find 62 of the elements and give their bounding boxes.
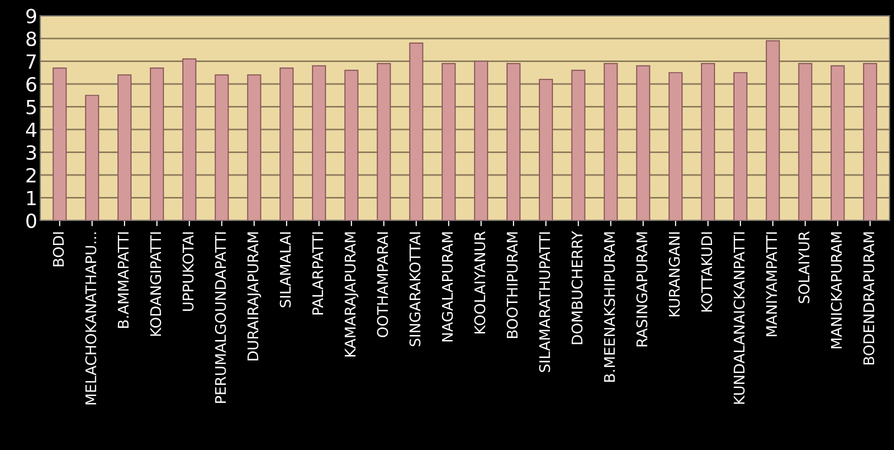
bar [247, 74, 262, 220]
x-tick-label: KODANGIPATTI [150, 232, 162, 336]
bar [344, 70, 358, 220]
x-tick-label: KAMARAJAPURAM [344, 232, 358, 356]
bar [830, 65, 845, 220]
x-tick-label: MANIYAMPATTI [766, 232, 777, 336]
bar [117, 74, 132, 220]
y-tick-label: 7 [26, 54, 36, 69]
bar [150, 68, 164, 220]
bar [766, 40, 780, 220]
x-tick-label: B.MEENAKSHIPURAM [604, 232, 615, 382]
x-tick-label: KUNDALANAICKANPATTI [734, 232, 745, 404]
y-tick-label: 1 [27, 190, 36, 206]
bar [668, 72, 683, 220]
bar [442, 62, 456, 220]
x-tick-label: SINGARAKOTTAI [409, 232, 420, 346]
y-tick-label: 9 [26, 8, 36, 24]
y-tick-label: 0 [26, 213, 36, 228]
bar [798, 62, 812, 220]
x-tick-label: BODENDRAPURAM [863, 232, 874, 364]
bar [863, 62, 878, 220]
y-tick-label: 4 [26, 122, 36, 137]
x-tick-label: MELACHOKANATHAPU... [85, 232, 96, 404]
bar [409, 42, 424, 220]
x-tick-label: KOOLAIYANUR [474, 231, 486, 334]
x-tick-label: DOMBUCHERRY [572, 230, 583, 344]
x-tick-label: SILAMALAI [280, 232, 291, 308]
bar [506, 62, 521, 220]
x-tick-label: SOLAIYUR [798, 231, 810, 304]
bar [52, 68, 67, 220]
y-tick-label: 5 [26, 100, 36, 114]
bar [700, 62, 716, 220]
x-tick-label: PERUMALGOUNDAPATTI [214, 232, 226, 403]
bar [214, 74, 229, 220]
x-tick-label: B.AMMAPATTI [118, 232, 129, 328]
bar [636, 65, 650, 220]
y-tick-label: 2 [26, 168, 36, 182]
x-tick-label: PALARPATTI [312, 232, 324, 314]
x-tick-label: BOOTHIPURAM [506, 232, 518, 338]
bar [604, 62, 618, 220]
x-tick-label: KOTTAKUDI [701, 232, 712, 312]
bar [571, 70, 586, 220]
bar [280, 68, 294, 220]
y-tick-label: 6 [26, 76, 36, 92]
bar [538, 78, 553, 220]
x-tick-label: UPPUKOTAI [182, 232, 194, 311]
x-tick-label: BODI [52, 232, 64, 266]
x-tick-label: RASINGAPURAM [636, 232, 648, 346]
x-tick-label: DURAIRAJAPURAM [248, 232, 262, 360]
x-tick-label: KURANGANI [668, 232, 680, 316]
x-tick-label: OOTHAMPARAI [377, 232, 388, 338]
x-tick-label: MANICKAPURAM [830, 232, 842, 348]
bar [85, 94, 100, 220]
y-tick-label: 8 [26, 31, 36, 46]
bar [312, 65, 326, 220]
bar [376, 62, 391, 220]
x-tick-label: SILAMARATHUPATTI [539, 232, 550, 372]
bar [474, 60, 488, 220]
bar [733, 72, 748, 220]
bar [182, 58, 196, 220]
y-tick-label: 3 [26, 145, 36, 160]
x-tick-label: NAGALAPURAM [442, 232, 453, 342]
